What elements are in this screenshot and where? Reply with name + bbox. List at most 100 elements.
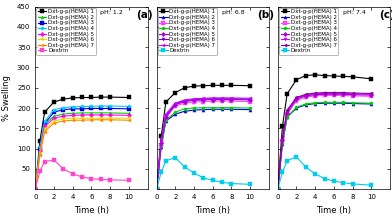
Dxt-g-p(HEMA) 4	[52, 108, 56, 111]
Dxt-g-p(HEMA) 2	[201, 108, 206, 111]
Dxt-g-p(HEMA) 3	[173, 105, 178, 107]
Dxt-g-p(HEMA) 3	[229, 100, 234, 103]
Dxt-g-p(HEMA) 2	[159, 145, 163, 148]
Dxt-g-p(HEMA) 6	[61, 118, 66, 120]
Dxt-g-p(HEMA) 6	[89, 117, 94, 119]
Dxt-g-p(HEMA) 5	[201, 99, 206, 101]
Dxt-g-p(HEMA) 2	[33, 188, 38, 191]
Dxt-g-p(HEMA) 4	[70, 106, 75, 108]
Dxt-g-p(HEMA) 4	[285, 116, 289, 118]
Dxt-g-p(HEMA) 7	[220, 97, 224, 99]
Dxt-g-p(HEMA) 3	[42, 122, 47, 125]
Dxt-g-p(HEMA) 3	[154, 188, 159, 191]
Dxt-g-p(HEMA) 7	[159, 139, 163, 142]
Dxt-g-p(HEMA) 7	[201, 97, 206, 100]
Dxt-g-p(HEMA) 2	[108, 112, 113, 114]
Dxt-g-p(HEMA) 2	[341, 102, 346, 104]
Dxt-g-p(HEMA) 6	[163, 114, 168, 117]
Dxt-g-p(HEMA) 4	[229, 106, 234, 109]
Dxt-g-p(HEMA) 2	[248, 108, 252, 111]
Dxt-g-p(HEMA) 7	[38, 153, 42, 156]
Dxt-g-p(HEMA) 4	[89, 105, 94, 108]
Dxt-g-p(HEMA) 6	[285, 110, 289, 113]
Dxt-g-p(HEMA) 7	[80, 119, 84, 121]
Dextrin	[42, 160, 47, 163]
Dxt-g-p(HEMA) 5	[173, 103, 178, 106]
Dextrin	[127, 179, 131, 182]
Text: pH: 7.4: pH: 7.4	[343, 10, 366, 15]
Dxt-g-p(HEMA) 1	[80, 96, 84, 99]
Dxt-g-p(HEMA) 4	[280, 141, 285, 144]
Dxt-g-p(HEMA) 6	[341, 92, 346, 95]
Dxt-g-p(HEMA) 5	[70, 114, 75, 117]
Dxt-g-p(HEMA) 6	[303, 94, 308, 96]
Dxt-g-p(HEMA) 5	[280, 138, 285, 141]
Dxt-g-p(HEMA) 7	[210, 97, 215, 99]
Dxt-g-p(HEMA) 1	[332, 75, 336, 77]
Dextrin	[285, 160, 289, 162]
Dextrin	[61, 168, 66, 170]
Dextrin	[276, 188, 280, 191]
Dextrin	[192, 172, 196, 174]
Dxt-g-p(HEMA) 2	[332, 102, 336, 104]
Dxt-g-p(HEMA) 7	[303, 93, 308, 95]
Dxt-g-p(HEMA) 7	[108, 119, 113, 121]
Line: Dxt-g-p(HEMA) 1: Dxt-g-p(HEMA) 1	[155, 84, 252, 191]
Dxt-g-p(HEMA) 7	[154, 188, 159, 191]
Dxt-g-p(HEMA) 2	[210, 108, 215, 111]
Dxt-g-p(HEMA) 3	[192, 101, 196, 103]
Dxt-g-p(HEMA) 1	[285, 93, 289, 95]
Dxt-g-p(HEMA) 5	[220, 98, 224, 101]
Line: Dxt-g-p(HEMA) 2: Dxt-g-p(HEMA) 2	[34, 111, 131, 191]
Dxt-g-p(HEMA) 4	[313, 101, 318, 104]
Dxt-g-p(HEMA) 6	[98, 117, 103, 119]
Dextrin	[52, 159, 56, 161]
Line: Dxt-g-p(HEMA) 5: Dxt-g-p(HEMA) 5	[276, 93, 373, 191]
Dxt-g-p(HEMA) 6	[33, 188, 38, 191]
Dxt-g-p(HEMA) 5	[369, 94, 374, 96]
Dxt-g-p(HEMA) 6	[369, 93, 374, 95]
Line: Dxt-g-p(HEMA) 4: Dxt-g-p(HEMA) 4	[34, 104, 131, 191]
Dxt-g-p(HEMA) 5	[210, 98, 215, 101]
Dxt-g-p(HEMA) 3	[163, 117, 168, 119]
Dxt-g-p(HEMA) 6	[220, 97, 224, 100]
Dxt-g-p(HEMA) 7	[229, 97, 234, 99]
Dxt-g-p(HEMA) 5	[341, 93, 346, 95]
Dxt-g-p(HEMA) 6	[38, 151, 42, 154]
Dxt-g-p(HEMA) 3	[248, 100, 252, 103]
Dxt-g-p(HEMA) 3	[89, 107, 94, 110]
Dextrin	[163, 160, 168, 162]
Dxt-g-p(HEMA) 7	[42, 130, 47, 133]
Legend: Dxt-g-p(HEMA) 1, Dxt-g-p(HEMA) 2, Dxt-g-p(HEMA) 3, Dxt-g-p(HEMA) 4, Dxt-g-p(HEMA: Dxt-g-p(HEMA) 1, Dxt-g-p(HEMA) 2, Dxt-g-…	[36, 8, 96, 55]
Line: Dxt-g-p(HEMA) 4: Dxt-g-p(HEMA) 4	[276, 101, 373, 191]
Dxt-g-p(HEMA) 3	[52, 111, 56, 114]
Dxt-g-p(HEMA) 2	[38, 147, 42, 150]
Dxt-g-p(HEMA) 3	[220, 100, 224, 103]
X-axis label: Time (h): Time (h)	[195, 206, 230, 215]
Dextrin	[33, 188, 38, 191]
Dxt-g-p(HEMA) 1	[322, 74, 327, 77]
Dxt-g-p(HEMA) 3	[303, 96, 308, 98]
Dxt-g-p(HEMA) 6	[210, 97, 215, 100]
Dxt-g-p(HEMA) 6	[173, 103, 178, 105]
Dxt-g-p(HEMA) 3	[322, 94, 327, 97]
Dxt-g-p(HEMA) 7	[61, 120, 66, 122]
Dxt-g-p(HEMA) 1	[61, 98, 66, 101]
Dxt-g-p(HEMA) 3	[210, 100, 215, 103]
Dxt-g-p(HEMA) 2	[70, 112, 75, 115]
Dextrin	[70, 172, 75, 175]
Dxt-g-p(HEMA) 5	[229, 98, 234, 101]
Dxt-g-p(HEMA) 2	[313, 102, 318, 105]
Dxt-g-p(HEMA) 1	[98, 96, 103, 98]
Dextrin	[294, 155, 299, 158]
Dxt-g-p(HEMA) 3	[159, 143, 163, 146]
Dxt-g-p(HEMA) 4	[163, 119, 168, 121]
Line: Dxt-g-p(HEMA) 2: Dxt-g-p(HEMA) 2	[276, 102, 373, 191]
Dxt-g-p(HEMA) 5	[89, 114, 94, 116]
Dxt-g-p(HEMA) 1	[303, 74, 308, 77]
Line: Dxt-g-p(HEMA) 7: Dxt-g-p(HEMA) 7	[276, 91, 373, 191]
Dxt-g-p(HEMA) 3	[98, 107, 103, 110]
Dxt-g-p(HEMA) 2	[154, 188, 159, 191]
Dxt-g-p(HEMA) 2	[229, 108, 234, 111]
Dxt-g-p(HEMA) 6	[42, 128, 47, 130]
